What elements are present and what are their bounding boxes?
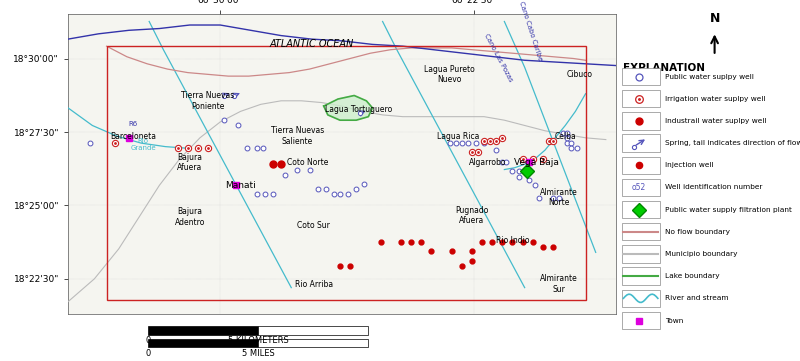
Text: Tierra Nuevas
Poniente: Tierra Nuevas Poniente: [182, 91, 234, 110]
Text: Irrigation water suplpy well: Irrigation water suplpy well: [665, 96, 766, 102]
Text: R6: R6: [128, 121, 138, 127]
FancyBboxPatch shape: [622, 68, 659, 85]
FancyBboxPatch shape: [622, 223, 659, 240]
Text: Cano Las Pozas: Cano Las Pozas: [483, 32, 514, 82]
Text: Rio
Grande: Rio Grande: [130, 138, 156, 151]
Text: 0: 0: [146, 336, 150, 345]
Text: Almirante
Norte: Almirante Norte: [540, 188, 578, 208]
Bar: [258, 326, 368, 335]
Text: Bajura
Afuera: Bajura Afuera: [177, 153, 202, 172]
Text: Tierra Nuevas
Saliente: Tierra Nuevas Saliente: [270, 126, 324, 146]
Text: Lagua Rica: Lagua Rica: [437, 131, 479, 140]
Text: Town: Town: [665, 318, 683, 323]
Text: Coto Sur: Coto Sur: [297, 221, 330, 230]
Text: Vega Baja: Vega Baja: [514, 158, 559, 167]
Text: Lagua Tortuguero: Lagua Tortuguero: [325, 105, 392, 114]
FancyBboxPatch shape: [622, 134, 659, 152]
FancyBboxPatch shape: [622, 312, 659, 329]
Text: N: N: [710, 12, 720, 25]
Text: Bajura
Adentro: Bajura Adentro: [174, 208, 205, 227]
Text: Industrail water suplpy well: Industrail water suplpy well: [665, 118, 766, 124]
Polygon shape: [324, 96, 373, 120]
Text: Well identification number: Well identification number: [665, 184, 762, 191]
Text: 5 MILES: 5 MILES: [242, 349, 274, 358]
Text: Cano Cabo Caribe: Cano Cabo Caribe: [518, 0, 543, 61]
Text: River and stream: River and stream: [665, 295, 728, 301]
FancyBboxPatch shape: [622, 201, 659, 218]
FancyBboxPatch shape: [622, 90, 659, 107]
Text: Celba: Celba: [554, 131, 576, 140]
Text: o52: o52: [632, 183, 646, 192]
FancyBboxPatch shape: [622, 112, 659, 130]
FancyBboxPatch shape: [622, 290, 659, 307]
Text: 0: 0: [146, 349, 150, 358]
Text: Public water supply filtration plant: Public water supply filtration plant: [665, 206, 791, 213]
Bar: [106, 46, 586, 300]
FancyBboxPatch shape: [622, 157, 659, 174]
Text: Rio Arriba: Rio Arriba: [294, 280, 333, 288]
FancyBboxPatch shape: [622, 179, 659, 196]
Text: Almirante
Sur: Almirante Sur: [540, 274, 578, 294]
Text: ATLANTIC OCEAN: ATLANTIC OCEAN: [270, 39, 354, 49]
Text: Public water suplpy well: Public water suplpy well: [665, 74, 754, 79]
FancyBboxPatch shape: [622, 245, 659, 263]
Text: Rio Indio: Rio Indio: [496, 235, 530, 244]
Text: Manati: Manati: [225, 181, 256, 190]
Text: Coto Norte: Coto Norte: [287, 158, 328, 167]
Text: Barceloneta: Barceloneta: [110, 131, 156, 140]
Text: Algarrobo: Algarrobo: [470, 158, 507, 167]
Text: Cibuco: Cibuco: [566, 70, 593, 79]
Text: Lake boundary: Lake boundary: [665, 273, 719, 279]
Text: No flow boundary: No flow boundary: [665, 229, 730, 235]
Text: EXPLANATION: EXPLANATION: [623, 63, 706, 73]
Text: 5 KILOMETERS: 5 KILOMETERS: [228, 336, 288, 345]
Text: Municipio boundary: Municipio boundary: [665, 251, 738, 257]
Bar: [148, 326, 258, 335]
Bar: [258, 339, 368, 347]
Text: Spring, tail indicates direction of flow: Spring, tail indicates direction of flow: [665, 140, 800, 146]
Bar: [148, 339, 258, 347]
Text: Pugnado
Afuera: Pugnado Afuera: [455, 206, 489, 225]
FancyBboxPatch shape: [622, 268, 659, 285]
Text: Injection well: Injection well: [665, 162, 714, 168]
Text: Lagua Pureto
Nuevo: Lagua Pureto Nuevo: [424, 65, 475, 84]
